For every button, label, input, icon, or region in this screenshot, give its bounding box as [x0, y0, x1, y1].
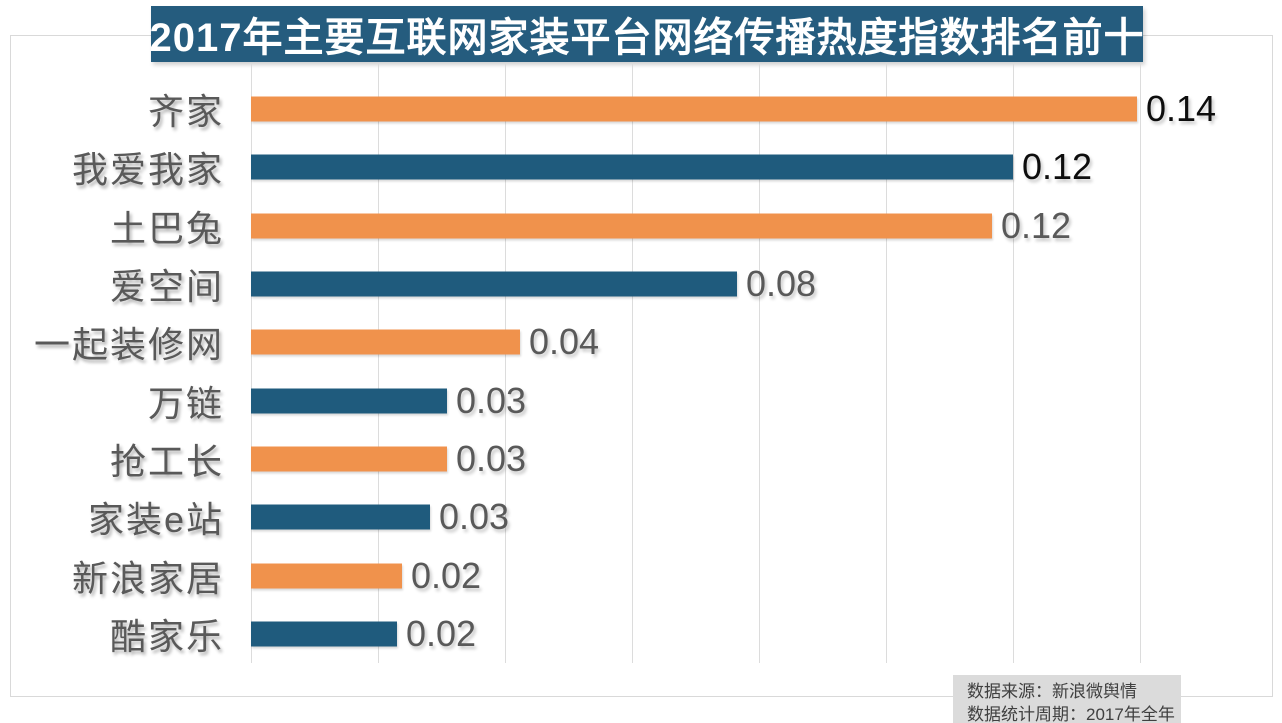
value-label: 0.02: [406, 613, 477, 655]
bar-row: 土巴兔 0.12: [0, 197, 1282, 255]
value-label: 0.03: [439, 496, 510, 538]
gridline: [759, 63, 760, 663]
source-note: 数据来源：新浪微舆情 数据统计周期：2017年全年: [953, 675, 1181, 723]
bar-row: 家装e站 0.03: [0, 488, 1282, 546]
gridline: [505, 63, 506, 663]
gridline: [378, 63, 379, 663]
bar-row: 一起装修网 0.04: [0, 313, 1282, 371]
category-label: 万链: [147, 382, 224, 424]
bar: [251, 504, 430, 530]
category-label: 齐家: [147, 91, 224, 133]
gridline: [1013, 63, 1014, 663]
y-axis-line: [251, 63, 252, 663]
category-label: 抢工长: [109, 441, 224, 483]
bar: [251, 96, 1137, 122]
source-note-line2: 数据统计周期：2017年全年: [967, 705, 1175, 723]
category-label: 我爱我家: [71, 149, 224, 191]
category-label: 新浪家居: [71, 557, 224, 599]
bar: [251, 563, 402, 589]
category-label: 家装e站: [87, 499, 224, 541]
bar: [251, 213, 992, 239]
bar: [251, 388, 447, 414]
value-label: 0.12: [1001, 204, 1072, 246]
chart-title: 2017年主要互联网家装平台网络传播热度指数排名前十: [150, 6, 1144, 62]
bar-row: 抢工长 0.03: [0, 430, 1282, 488]
source-note-line1: 数据来源：新浪微舆情: [967, 682, 1137, 701]
bar: [251, 621, 397, 647]
category-label: 一起装修网: [33, 324, 224, 366]
bar-row: 酷家乐 0.02: [0, 605, 1282, 663]
category-label: 酷家乐: [109, 616, 224, 658]
value-label: 0.02: [411, 554, 482, 596]
value-label: 0.04: [529, 321, 600, 363]
value-label: 0.14: [1146, 88, 1217, 130]
bar-row: 万链 0.03: [0, 372, 1282, 430]
bar-row: 爱空间 0.08: [0, 255, 1282, 313]
bar: [251, 329, 520, 355]
gridline: [632, 63, 633, 663]
value-label: 0.12: [1022, 146, 1093, 188]
category-label: 土巴兔: [109, 207, 224, 249]
gridline: [886, 63, 887, 663]
bar-row: 新浪家居 0.02: [0, 547, 1282, 605]
category-label: 爱空间: [109, 266, 224, 308]
bar: [251, 271, 737, 297]
bar: [251, 446, 447, 472]
value-label: 0.03: [456, 438, 527, 480]
bar-row: 我爱我家 0.12: [0, 138, 1282, 196]
bar-row: 齐家 0.14: [0, 80, 1282, 138]
bar: [251, 154, 1013, 180]
value-label: 0.03: [456, 379, 527, 421]
value-label: 0.08: [746, 263, 817, 305]
gridline: [1140, 63, 1141, 663]
